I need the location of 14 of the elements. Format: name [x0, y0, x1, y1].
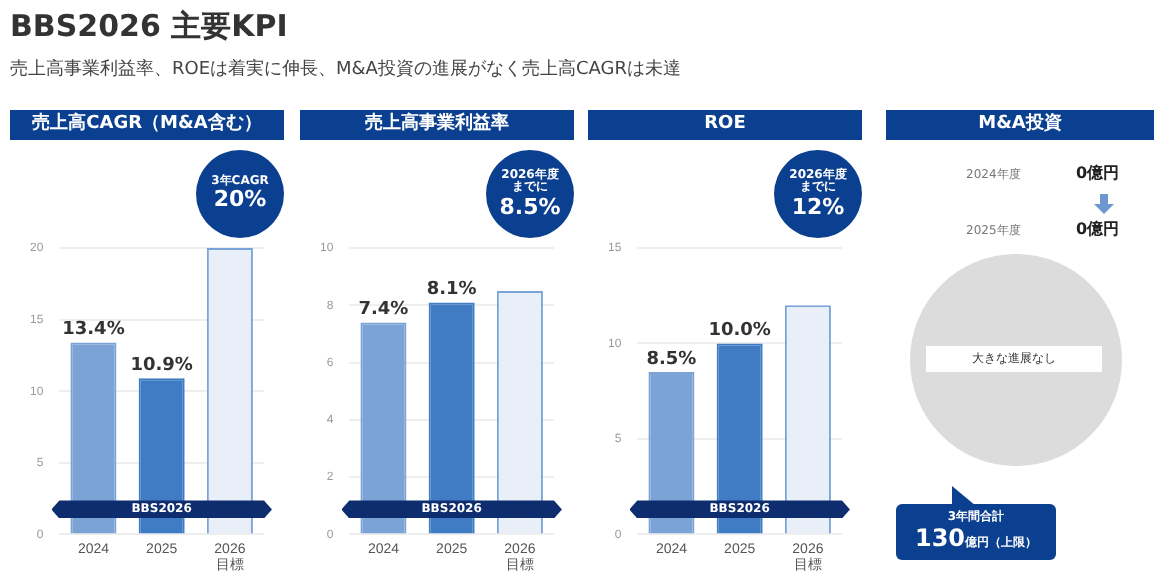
data-label: 8.1% — [426, 280, 477, 301]
data-label: 13.4% — [62, 320, 125, 341]
text: 売上高事業利益率、ROEは着実に伸長、M&A投資の進展がなく売上高CAGRは未達 — [10, 57, 681, 82]
text: M&A投資 — [886, 110, 1154, 140]
chart-title: 売上高CAGR（M&A含む） — [10, 110, 284, 140]
text: 0億円 — [1076, 162, 1120, 184]
data-label: 8.5% — [646, 349, 697, 370]
chart-title: ROE — [588, 110, 862, 140]
data-label: 7.4% — [358, 300, 409, 321]
data-label: 10.0% — [708, 321, 771, 342]
text: 0億円 — [1076, 218, 1120, 240]
chart-title: 売上高事業利益率 — [300, 110, 574, 140]
text: BBS2026 主要KPI — [10, 8, 288, 46]
data-label: 10.9% — [130, 356, 193, 376]
